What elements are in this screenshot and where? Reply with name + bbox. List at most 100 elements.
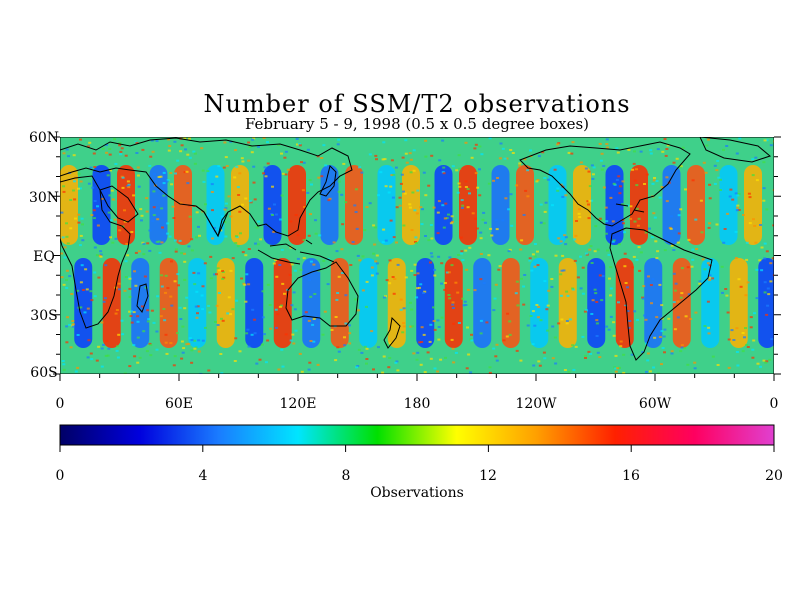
speckle-dot — [257, 220, 261, 223]
speckle-dot — [638, 269, 642, 272]
speckle-dot — [220, 372, 224, 374]
speckle-dot — [211, 237, 214, 240]
speckle-dot — [716, 364, 720, 366]
speckle-dot — [660, 330, 664, 333]
speckle-dot — [258, 358, 262, 361]
speckle-dot — [130, 321, 134, 324]
speckle-dot — [443, 288, 447, 291]
swath-stripe — [473, 258, 492, 348]
speckle-dot — [586, 200, 590, 203]
speckle-dot — [748, 196, 752, 199]
speckle-dot — [126, 185, 130, 187]
speckle-dot — [152, 321, 156, 324]
speckle-dot — [516, 304, 520, 307]
speckle-dot — [411, 191, 415, 194]
speckle-dot — [708, 279, 712, 281]
speckle-dot — [589, 245, 593, 248]
speckle-dot — [152, 206, 156, 209]
speckle-dot — [365, 358, 369, 360]
speckle-dot — [675, 157, 679, 160]
speckle-dot — [227, 195, 231, 198]
speckle-dot — [290, 304, 294, 307]
speckle-dot — [156, 218, 160, 221]
speckle-dot — [343, 336, 346, 339]
speckle-dot — [234, 149, 237, 152]
speckle-dot — [683, 347, 687, 350]
speckle-dot — [704, 171, 708, 174]
speckle-dot — [385, 279, 389, 282]
colorbar-label: Observations — [370, 485, 464, 501]
speckle-dot — [314, 219, 317, 222]
speckle-dot — [526, 169, 530, 172]
speckle-dot — [410, 308, 414, 311]
speckle-dot — [424, 194, 428, 197]
speckle-dot — [451, 165, 455, 168]
speckle-dot — [479, 278, 483, 281]
speckle-dot — [354, 188, 358, 191]
speckle-dot — [578, 216, 582, 219]
speckle-dot — [424, 235, 427, 237]
speckle-dot — [766, 287, 770, 290]
speckle-dot — [220, 317, 223, 320]
speckle-dot — [492, 309, 496, 312]
speckle-dot — [565, 290, 569, 293]
speckle-dot — [96, 224, 100, 227]
speckle-dot — [752, 218, 755, 221]
coastlines — [60, 137, 772, 361]
speckle-dot — [461, 259, 465, 262]
speckle-dot — [169, 172, 173, 174]
speckle-dot — [60, 252, 64, 255]
speckle-dot — [200, 147, 204, 150]
speckle-dot — [661, 347, 665, 349]
speckle-dot — [546, 329, 550, 332]
speckle-dot — [327, 199, 331, 202]
speckle-dot — [162, 182, 166, 185]
speckle-dot — [73, 180, 76, 183]
swath-stripe — [387, 258, 406, 348]
speckle-dot — [653, 177, 656, 179]
speckle-dot — [602, 165, 606, 167]
speckle-dot — [497, 268, 501, 271]
speckle-dot — [99, 253, 103, 256]
speckle-dot — [365, 362, 368, 365]
speckle-dot — [648, 370, 652, 373]
speckle-dot — [244, 300, 248, 303]
speckle-dot — [632, 255, 636, 258]
speckle-dot — [348, 332, 352, 335]
speckle-dot — [600, 168, 604, 171]
speckle-dot — [522, 214, 526, 216]
speckle-dot — [450, 338, 454, 341]
speckle-dot — [310, 183, 313, 186]
lat-label-30s: 30S — [30, 308, 57, 324]
speckle-dot — [404, 276, 408, 279]
speckle-dot — [708, 264, 712, 267]
speckle-dot — [465, 268, 469, 271]
speckle-dot — [295, 137, 299, 140]
speckle-dot — [166, 179, 170, 182]
speckle-dot — [125, 243, 129, 245]
swath-stripe — [216, 258, 235, 348]
speckle-dot — [394, 166, 398, 169]
speckle-dot — [727, 366, 731, 369]
speckle-dot — [719, 178, 722, 181]
speckle-dot — [398, 204, 402, 207]
speckle-dot — [93, 166, 97, 168]
speckle-dot — [738, 137, 742, 140]
speckle-dot — [487, 254, 491, 257]
speckle-dot — [207, 369, 211, 372]
speckle-dot — [533, 265, 537, 268]
speckle-dot — [679, 208, 683, 211]
speckle-dot — [479, 332, 483, 335]
speckle-dot — [769, 280, 773, 283]
speckle-dot — [457, 154, 461, 157]
speckle-dot — [134, 251, 138, 254]
speckle-dot — [269, 327, 273, 330]
speckle-dot — [680, 346, 684, 349]
speckle-dot — [238, 210, 242, 213]
speckle-dot — [432, 320, 436, 322]
speckle-dot — [202, 180, 206, 183]
speckle-dot — [344, 322, 348, 325]
speckle-dot — [460, 199, 464, 202]
speckle-dot — [79, 138, 82, 141]
speckle-dot — [663, 351, 666, 354]
